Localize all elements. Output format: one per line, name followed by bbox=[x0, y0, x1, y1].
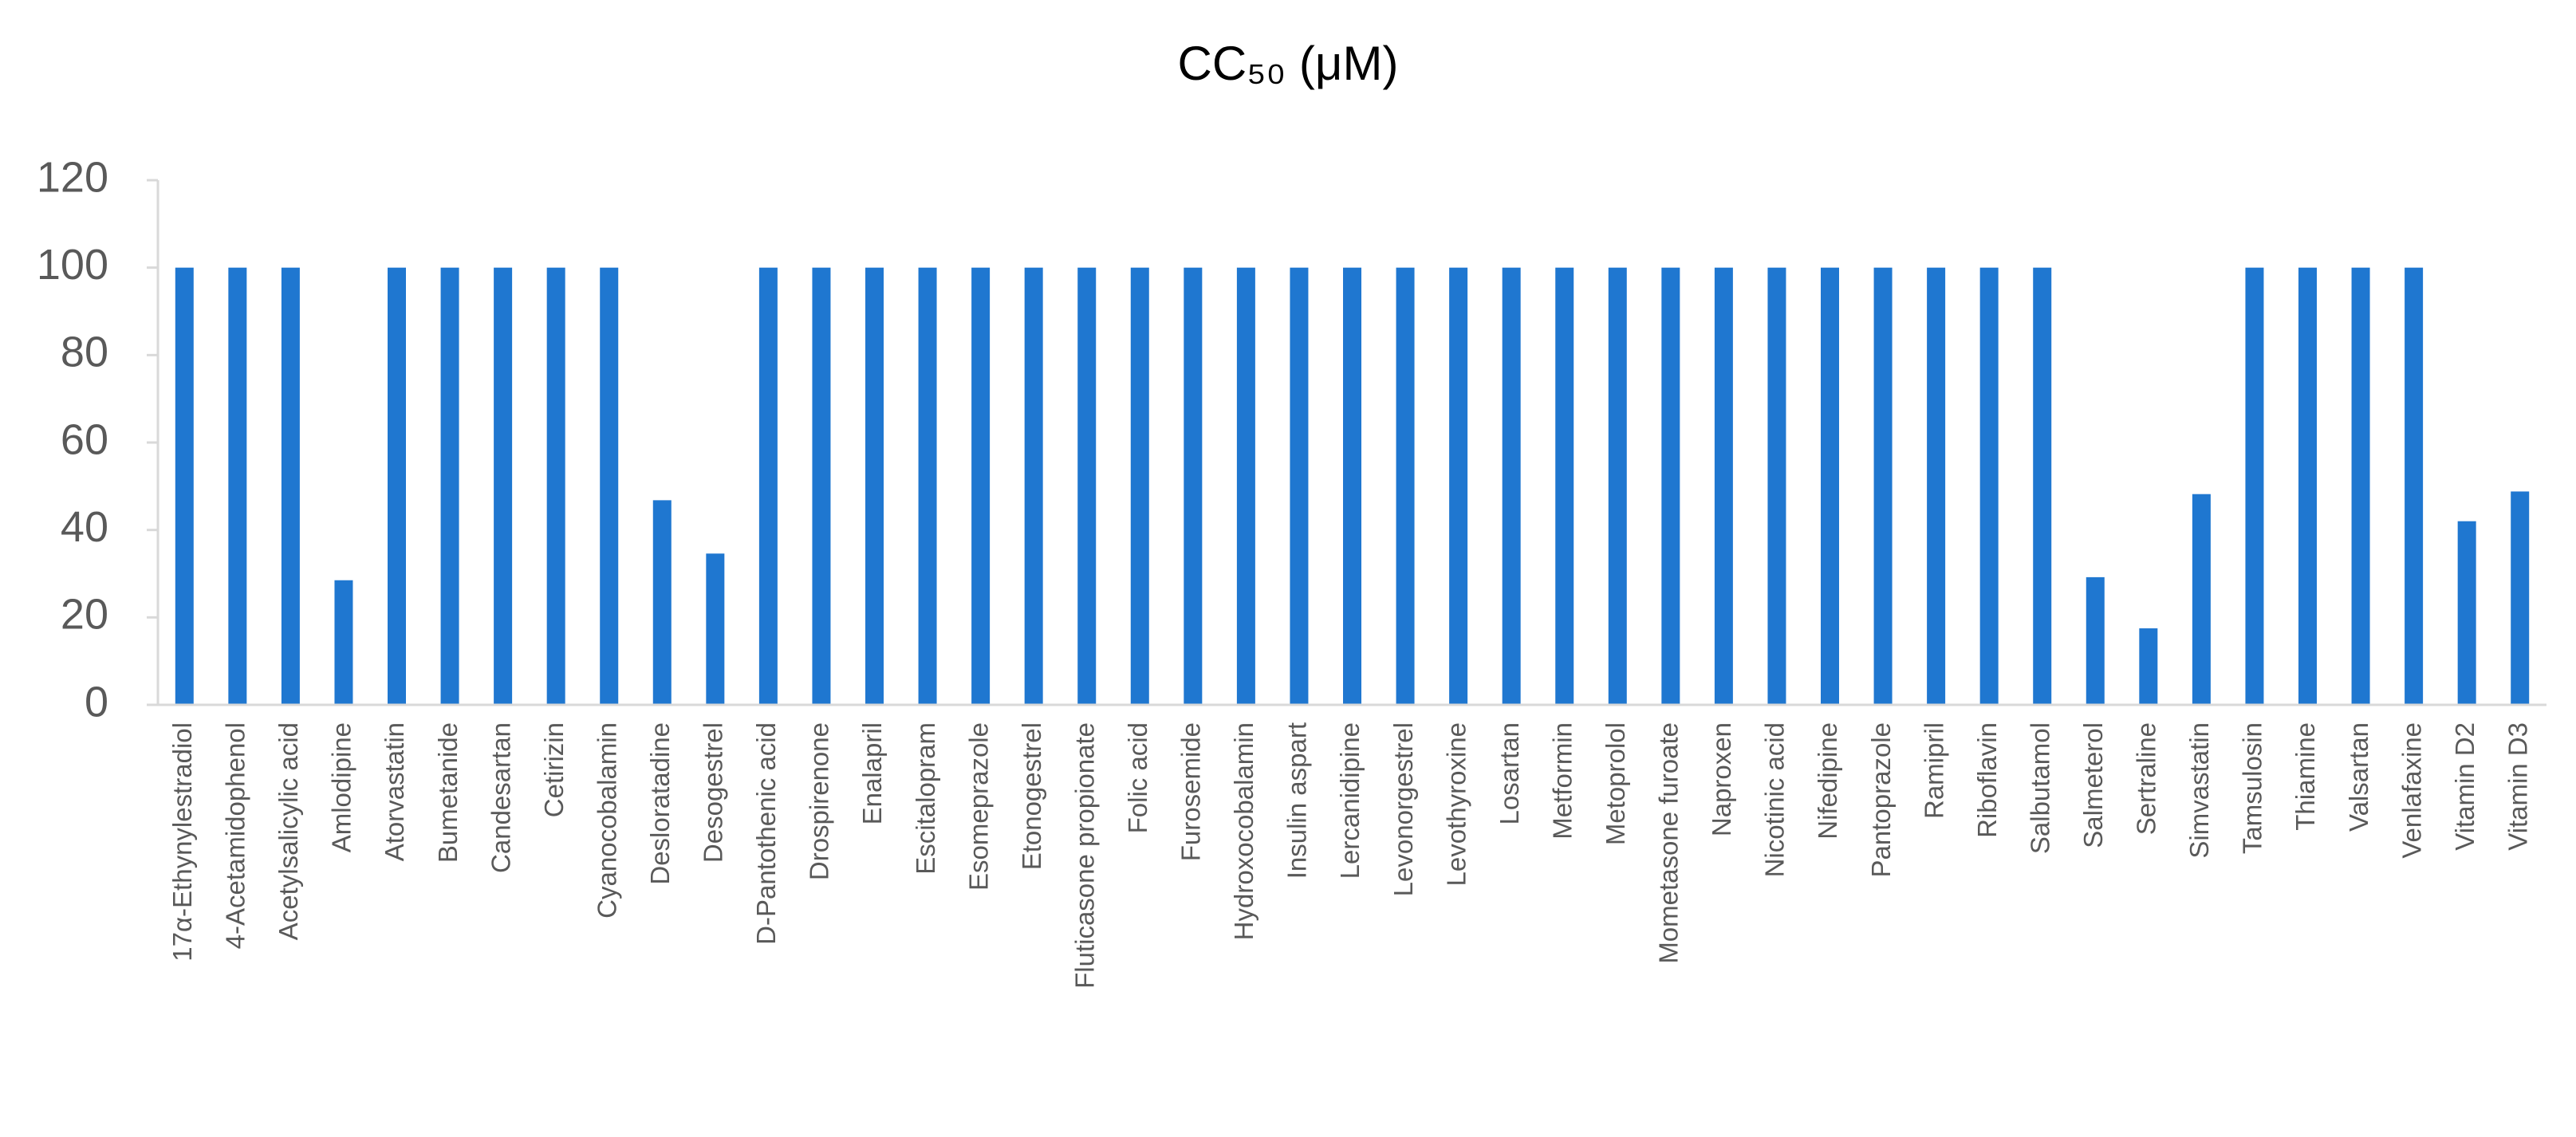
x-tick-label: Desloratadine bbox=[645, 722, 675, 885]
bar bbox=[971, 267, 991, 706]
bar bbox=[1290, 267, 1309, 706]
bar bbox=[812, 267, 831, 706]
x-tick-label: Desogestrel bbox=[699, 722, 728, 863]
y-tick-label: 20 bbox=[61, 591, 108, 639]
x-tick-label: D-Pantothenic acid bbox=[751, 722, 781, 945]
x-tick-label: Metformin bbox=[1547, 722, 1577, 840]
bar bbox=[2511, 491, 2530, 705]
x-tick-label: Salbutamol bbox=[2025, 722, 2054, 854]
x-tick-label: Venlafaxine bbox=[2397, 722, 2426, 859]
bar bbox=[2139, 628, 2158, 705]
bar bbox=[918, 267, 937, 706]
y-tick-label: 0 bbox=[85, 678, 108, 726]
bar bbox=[1714, 267, 1733, 706]
x-tick-label: Vitamin D2 bbox=[2450, 722, 2479, 851]
x-tick-label: Folic acid bbox=[1123, 722, 1152, 833]
bar bbox=[1502, 267, 1521, 706]
x-tick-label: Levonorgestrel bbox=[1388, 722, 1418, 896]
bar bbox=[2192, 494, 2211, 705]
bar bbox=[1767, 267, 1786, 706]
x-tick-label: Bumetanide bbox=[433, 722, 463, 863]
x-tick-label: Furosemide bbox=[1176, 722, 1206, 861]
x-tick-label: Amlodipine bbox=[327, 722, 356, 852]
bar bbox=[1184, 267, 1203, 706]
bar bbox=[2245, 267, 2264, 706]
x-tick-label: Fluticasone propionate bbox=[1069, 722, 1099, 989]
x-tick-label: Salmeterol bbox=[2078, 722, 2108, 848]
bar bbox=[1077, 267, 1097, 706]
x-tick-label: Mometasone furoate bbox=[1654, 722, 1684, 964]
bar bbox=[1927, 267, 1946, 706]
x-tick-label: 4-Acetamidophenol bbox=[221, 722, 250, 949]
bar bbox=[440, 267, 459, 706]
x-tick-label: Cetirizin bbox=[539, 722, 569, 817]
x-tick-label: 17α-Ethynylestradiol bbox=[167, 722, 197, 962]
bar bbox=[1343, 267, 1361, 706]
x-tick-label: Naproxen bbox=[1707, 722, 1736, 836]
bar bbox=[1449, 267, 1468, 706]
bar bbox=[1024, 267, 1043, 706]
x-tick-label: Atorvastatin bbox=[380, 722, 409, 861]
bar bbox=[228, 267, 247, 706]
bar bbox=[1661, 267, 1680, 706]
x-tick-label: Enalapril bbox=[857, 722, 887, 824]
bar bbox=[1130, 267, 1149, 706]
y-tick-label: 40 bbox=[61, 503, 108, 551]
x-tick-label: Etonogestrel bbox=[1017, 722, 1046, 870]
bar bbox=[2086, 576, 2105, 705]
bar bbox=[706, 553, 725, 705]
x-tick-label: Simvastatin bbox=[2184, 722, 2214, 859]
x-tick-label: Riboflavin bbox=[1972, 722, 2002, 838]
bar bbox=[2351, 267, 2370, 706]
x-tick-label: Insulin aspart bbox=[1282, 722, 1312, 879]
bar bbox=[865, 267, 884, 706]
chart-title: CC₅₀ (μM) bbox=[1178, 37, 1399, 90]
bar bbox=[652, 500, 672, 705]
x-tick-label: Thiamine bbox=[2290, 722, 2320, 831]
bar bbox=[1873, 267, 1893, 706]
bar bbox=[388, 267, 406, 706]
x-tick-label: Levothyroxine bbox=[1441, 722, 1471, 886]
y-tick-label: 60 bbox=[61, 415, 108, 463]
bar bbox=[1821, 267, 1839, 706]
x-tick-label: Valsartan bbox=[2344, 722, 2373, 832]
bar bbox=[758, 267, 778, 706]
x-tick-label: Drospirenone bbox=[805, 722, 834, 880]
x-tick-label: Lercanidipine bbox=[1335, 722, 1365, 879]
x-tick-label: Ramipril bbox=[1919, 722, 1948, 819]
x-tick-label: Acetylsalicylic acid bbox=[274, 722, 303, 940]
bar bbox=[546, 267, 565, 706]
bar bbox=[281, 267, 300, 706]
bar bbox=[175, 267, 194, 706]
x-tick-label: Tamsulosin bbox=[2238, 722, 2267, 854]
bar bbox=[2457, 521, 2476, 705]
x-tick-label: Nifedipine bbox=[1813, 722, 1842, 840]
x-tick-label: Losartan bbox=[1495, 722, 1524, 824]
bar bbox=[1555, 267, 1574, 706]
bar bbox=[1979, 267, 1999, 706]
x-tick-label: Hydroxocobalamin bbox=[1229, 722, 1258, 940]
x-tick-label: Sertraline bbox=[2132, 722, 2161, 835]
x-tick-label: Esomeprazole bbox=[963, 722, 993, 891]
y-tick-label: 80 bbox=[61, 329, 108, 376]
x-tick-label: Vitamin D3 bbox=[2503, 722, 2532, 851]
x-tick-label: Metoprolol bbox=[1601, 722, 1630, 845]
x-tick-label: Candesartan bbox=[486, 722, 515, 873]
bar bbox=[600, 267, 619, 706]
bar bbox=[1236, 267, 1255, 706]
bar bbox=[494, 267, 513, 706]
bar bbox=[2405, 267, 2424, 706]
y-tick-label: 100 bbox=[37, 241, 108, 289]
bar bbox=[334, 580, 353, 705]
x-tick-label: Pantoprazole bbox=[1866, 722, 1896, 877]
x-tick-label: Escitalopram bbox=[911, 722, 940, 875]
bar bbox=[2033, 267, 2052, 706]
x-tick-label: Cyanocobalamin bbox=[592, 722, 621, 919]
bar bbox=[1396, 267, 1415, 706]
y-tick-label: 120 bbox=[37, 153, 108, 201]
bar bbox=[1608, 267, 1627, 706]
bar bbox=[2298, 267, 2317, 706]
x-tick-label: Nicotinic acid bbox=[1760, 722, 1790, 877]
